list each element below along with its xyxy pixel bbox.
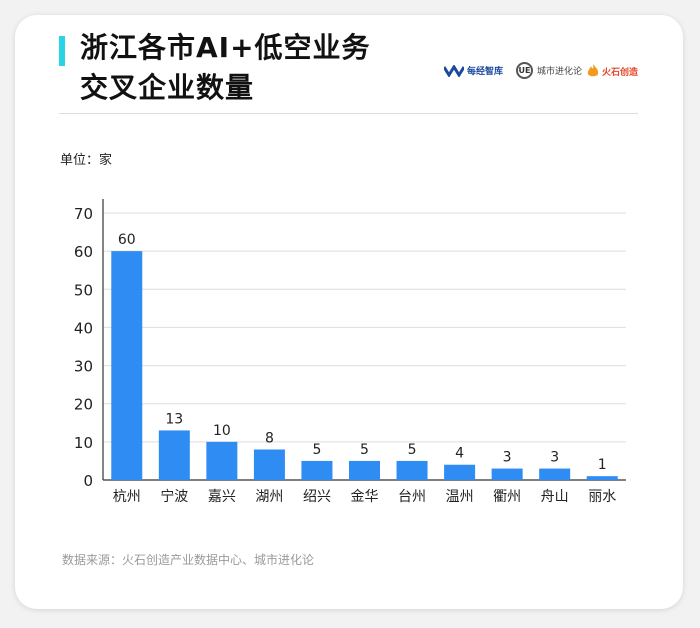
data-label: 13: [165, 411, 183, 427]
y-tick-label: 20: [74, 396, 93, 414]
bar: [253, 449, 285, 480]
bar: [491, 468, 523, 480]
x-tick-label: 宁波: [160, 488, 188, 505]
bar: [111, 251, 143, 480]
brand-logo-chengshi: UE 城市进化论: [516, 62, 582, 79]
logo-label-huoshi: 火石创造: [602, 67, 639, 78]
x-tick-label: 衢州: [493, 488, 521, 505]
bar: [586, 476, 618, 480]
data-label: 5: [360, 442, 369, 458]
x-tick-label: 丽水: [588, 489, 616, 505]
bar: [396, 460, 428, 480]
data-label: 3: [503, 450, 512, 466]
bar: [158, 430, 190, 480]
unit-label: 单位：家: [60, 153, 113, 168]
data-label: 8: [265, 430, 274, 446]
logo-label-chengshi: 城市进化论: [537, 67, 583, 77]
x-tick-label: 嘉兴: [208, 489, 236, 505]
bar: [444, 464, 476, 480]
logo-label-meijing: 每经智库: [467, 67, 504, 77]
data-label: 1: [598, 457, 607, 473]
x-tick-label: 台州: [398, 489, 426, 505]
x-tick-label: 绍兴: [303, 489, 331, 505]
y-tick-label: 0: [83, 472, 93, 490]
bar: [349, 460, 380, 480]
x-tick-label: 温州: [446, 489, 474, 505]
brand-logo-meijing: 每经智库: [444, 64, 503, 77]
wave-logo-icon: [444, 64, 464, 77]
bar: [206, 441, 238, 480]
source-note: 数据来源：火石创造产业数据中心、城市进化论: [62, 553, 315, 567]
y-tick-label: 50: [74, 281, 93, 299]
x-tick-label: 金华: [351, 489, 379, 505]
header-divider: [59, 113, 638, 114]
y-tick-label: 10: [74, 434, 93, 452]
data-label: 5: [408, 442, 417, 458]
chart-title: 浙江各市AI+低空业务 交叉企业数量: [80, 28, 371, 108]
ue-logo-icon: UE: [516, 62, 533, 79]
bar: [301, 460, 333, 480]
x-tick-label: 杭州: [113, 489, 141, 505]
data-label: 10: [213, 423, 231, 439]
data-label: 60: [118, 232, 136, 248]
data-label: 5: [312, 442, 321, 458]
title-line-2: 交叉企业数量: [80, 71, 255, 104]
y-tick-label: 30: [74, 358, 93, 376]
data-label: 3: [550, 450, 559, 466]
data-label: 4: [455, 446, 464, 462]
y-tick-label: 70: [74, 205, 93, 223]
bar: [539, 468, 571, 480]
x-tick-label: 湖州: [255, 489, 283, 505]
title-accent-bar: [59, 36, 65, 66]
flame-logo-icon: [587, 64, 599, 77]
y-tick-label: 60: [74, 243, 93, 261]
x-tick-label: 舟山: [541, 489, 569, 505]
brand-logo-huoshi: 火石创造: [587, 64, 638, 78]
title-line-1: 浙江各市AI+低空业务: [80, 31, 371, 64]
y-tick-label: 40: [74, 319, 93, 337]
